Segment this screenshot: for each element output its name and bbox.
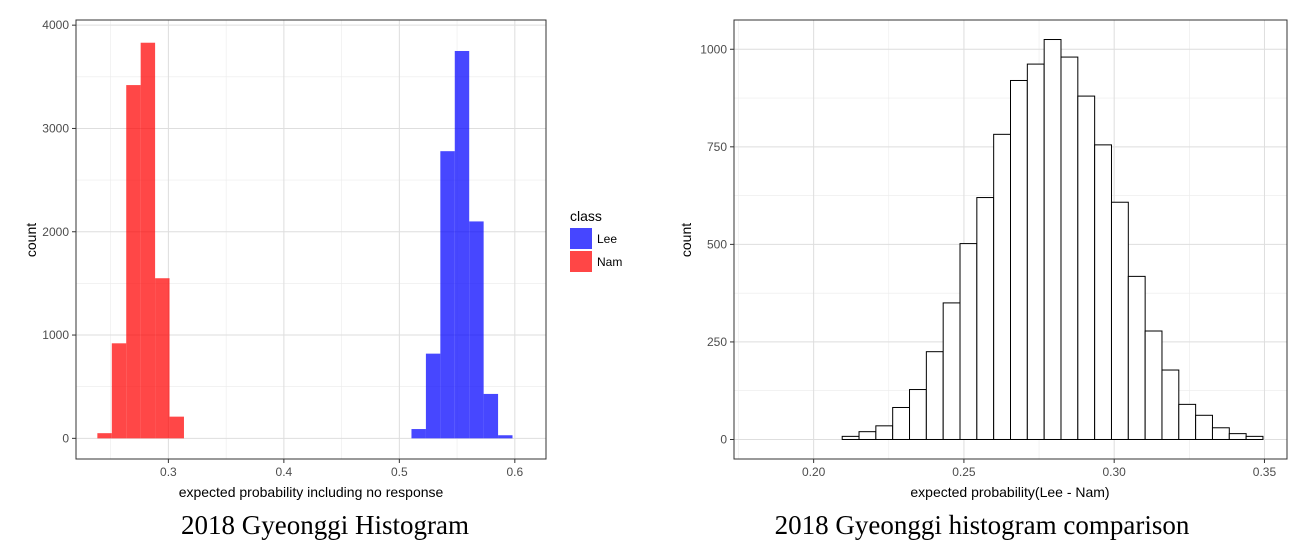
left-y-ticks: 0 1000 2000 3000 4000	[42, 18, 76, 445]
histogram-bar	[959, 243, 978, 440]
left-x-axis-title: expected probability including no respon…	[179, 484, 444, 500]
right-x-ticks: 0.20 0.25 0.30 0.35	[802, 459, 1276, 479]
histogram-bar	[1110, 201, 1129, 440]
histogram-bar	[909, 389, 927, 440]
y-tick-label: 250	[707, 335, 727, 349]
histogram-bar	[976, 197, 995, 440]
histogram-bar-lee	[454, 50, 470, 439]
y-tick-label: 750	[707, 140, 727, 154]
histogram-bar-nam	[126, 85, 141, 439]
left-panel-border	[75, 19, 547, 460]
right-y-axis-title: count	[678, 223, 694, 257]
histogram-bar	[925, 351, 944, 440]
y-tick-label: 1000	[42, 328, 69, 342]
histogram-bar	[1144, 330, 1163, 440]
left-y-axis-title: count	[23, 223, 39, 257]
histogram-bar	[875, 425, 894, 440]
histogram-bar	[1077, 95, 1096, 440]
histogram-bar-nam	[169, 416, 184, 439]
y-tick-label: 1000	[700, 42, 727, 56]
y-tick-label: 0	[720, 432, 727, 446]
right-y-ticks: 0 250 500 750 1000	[700, 42, 734, 446]
legend-label-nam: Nam	[597, 255, 622, 269]
x-tick-label: 0.5	[391, 465, 408, 479]
histogram-bar-lee	[411, 429, 426, 439]
right-x-axis-title: expected probability(Lee - Nam)	[910, 484, 1109, 500]
x-tick-label: 0.25	[952, 465, 976, 479]
legend-swatch-lee	[570, 228, 592, 249]
x-tick-label: 0.35	[1253, 465, 1277, 479]
y-tick-label: 0	[62, 431, 69, 445]
x-tick-label: 0.3	[160, 465, 177, 479]
histogram-bar	[1228, 433, 1247, 440]
right-bars	[841, 39, 1264, 440]
histogram-bar	[1161, 369, 1180, 440]
histogram-bar-lee	[440, 151, 455, 439]
left-bars	[97, 42, 513, 439]
histogram-bar-nam	[155, 278, 170, 439]
x-tick-label: 0.4	[276, 465, 293, 479]
right-caption: 2018 Gyeonggi histogram comparison	[775, 510, 1190, 540]
histogram-bar	[1245, 435, 1264, 440]
histogram-bar	[841, 435, 860, 440]
histogram-bar	[1211, 427, 1230, 440]
right-histogram-panel: 0.20 0.25 0.30 0.35 0 250 500 750 1000 expected…	[678, 19, 1288, 540]
legend-swatch-nam	[570, 251, 592, 272]
x-tick-label: 0.20	[802, 465, 826, 479]
left-x-ticks: 0.3 0.4 0.5 0.6	[160, 459, 523, 479]
histogram-bar	[1026, 63, 1045, 440]
y-tick-label: 3000	[42, 121, 69, 135]
y-tick-label: 500	[707, 237, 727, 251]
histogram-bar	[993, 133, 1011, 440]
right-panel-border	[733, 19, 1288, 460]
histogram-bar-lee	[469, 221, 484, 439]
x-tick-label: 0.30	[1103, 465, 1127, 479]
histogram-bar-nam	[97, 433, 112, 439]
legend: class Lee Nam	[570, 208, 622, 272]
x-tick-label: 0.6	[506, 465, 523, 479]
histogram-bar-nam	[111, 343, 127, 439]
histogram-bar	[892, 406, 911, 440]
histogram-bar	[1127, 275, 1146, 440]
histogram-bar	[1043, 39, 1062, 440]
legend-title: class	[570, 208, 602, 224]
histogram-bar	[942, 302, 961, 440]
histogram-bar	[1178, 403, 1197, 440]
y-tick-label: 4000	[42, 18, 69, 32]
y-tick-label: 2000	[42, 225, 69, 239]
left-histogram-panel: 0.3 0.4 0.5 0.6 0 1000 2000 3000 4000 expected …	[23, 18, 547, 540]
histogram-bar	[1195, 414, 1213, 440]
histogram-bar-lee	[498, 435, 513, 439]
histogram-bar-lee	[425, 353, 441, 439]
histogram-bar-nam	[140, 42, 156, 439]
histogram-bar-lee	[483, 393, 499, 439]
legend-label-lee: Lee	[597, 232, 617, 246]
histogram-bar	[1010, 79, 1028, 440]
histogram-bar	[858, 431, 877, 440]
left-caption: 2018 Gyeonggi Histogram	[181, 510, 469, 540]
histogram-bar	[1060, 56, 1079, 440]
histogram-bar	[1094, 144, 1112, 440]
